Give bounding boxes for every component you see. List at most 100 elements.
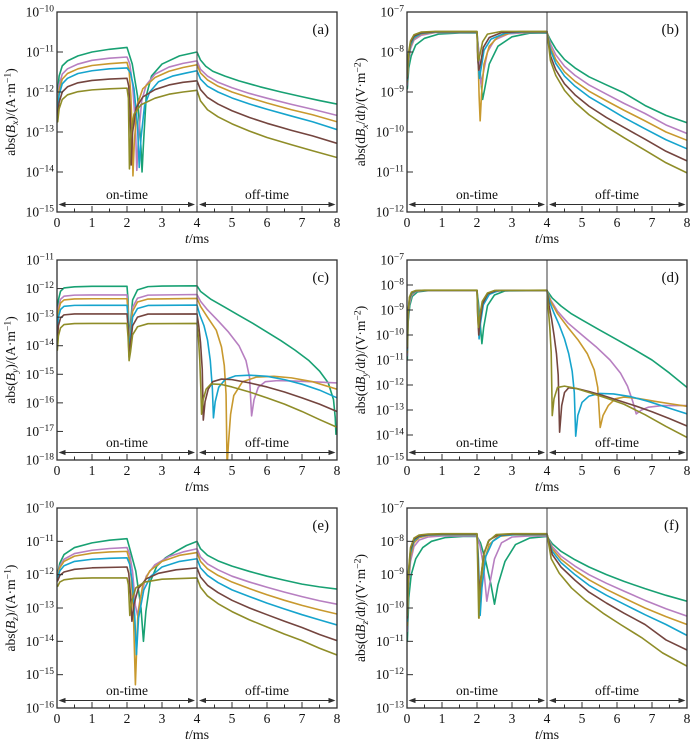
x-axis-title: t/ms	[535, 480, 559, 495]
y-tick-label: 10−7	[380, 253, 404, 268]
series-line-olive	[407, 532, 687, 667]
y-tick-label: 10−14	[26, 338, 55, 353]
y-tick-label: 10−10	[26, 5, 55, 20]
series-line-olive	[57, 577, 337, 656]
y-axis: 10−7 10−8 10−9 10−10 10−11 10−12 10−13 10−14 10−…	[376, 253, 413, 468]
y-tick-label: 10−13	[26, 601, 55, 616]
x-tick-label: 0	[404, 215, 411, 230]
series-line-gold	[57, 61, 337, 177]
x-tick-label: 8	[684, 215, 691, 230]
series-lines	[57, 537, 337, 686]
x-tick-label: 8	[334, 711, 341, 726]
series-lines	[57, 46, 337, 177]
x-tick-label: 3	[509, 463, 516, 478]
y-axis-title: abs(dBy/dt)/(V·m−2)	[353, 306, 372, 414]
y-tick-label: 10−15	[26, 367, 55, 382]
x-axis-title: t/ms	[185, 232, 209, 247]
x-tick-label: 2	[474, 463, 481, 478]
off-time-label: off-time	[595, 187, 639, 202]
x-tick-label: 2	[474, 215, 481, 230]
series-line-gold	[57, 297, 337, 460]
series-lines	[407, 532, 687, 667]
on-time-arrow	[58, 697, 195, 704]
x-tick-label: 7	[649, 711, 656, 726]
x-tick-label: 3	[159, 711, 166, 726]
series-line-purple	[57, 56, 337, 172]
x-tick-label: 6	[614, 463, 621, 478]
y-tick-label: 10−17	[26, 424, 55, 439]
off-time-label: off-time	[595, 683, 639, 698]
on-time-arrow	[58, 201, 195, 208]
x-tick-label: 6	[264, 463, 271, 478]
panel-c: 0 1 2 3 4 5 6 7 8 10−11 10−12 10−13 10−14 10−15 10−16 1…	[0, 248, 350, 496]
x-tick-label: 7	[299, 711, 306, 726]
series-lines	[407, 289, 687, 439]
x-tick-label: 5	[229, 215, 236, 230]
y-tick-label: 10−13	[26, 310, 55, 325]
x-tick-label: 6	[614, 215, 621, 230]
x-tick-label: 4	[194, 215, 201, 230]
panel-e: 0 1 2 3 4 5 6 7 8 10−10 10−11 10−12 10−13 10−14 10−15 1…	[0, 496, 350, 745]
on-time-label: on-time	[106, 187, 148, 202]
x-tick-label: 6	[614, 711, 621, 726]
series-line-olive	[57, 322, 337, 429]
series-line-gold	[57, 550, 337, 686]
y-tick-label: 10−10	[26, 501, 55, 516]
series-line-cyan	[57, 304, 337, 419]
x-tick-label: 0	[404, 711, 411, 726]
series-line-purple	[57, 546, 337, 617]
y-tick-label: 10−10	[376, 328, 405, 343]
series-line-brown	[57, 566, 337, 642]
series-line-olive	[57, 87, 337, 170]
y-tick-label: 10−11	[26, 253, 54, 268]
y-axis-title: abs(By)/(A·m−1)	[3, 316, 22, 403]
x-tick-label: 4	[194, 463, 201, 478]
on-time-label: on-time	[106, 435, 148, 450]
x-tick-label: 0	[54, 711, 61, 726]
x-tick-label: 4	[544, 463, 551, 478]
series-line-brown	[57, 77, 337, 166]
series-line-green	[407, 32, 687, 124]
x-tick-label: 5	[579, 711, 586, 726]
series-line-cyan	[57, 67, 337, 169]
x-tick-label: 3	[159, 463, 166, 478]
y-tick-label: 10−9	[380, 85, 404, 100]
y-tick-label: 10−12	[26, 567, 55, 582]
y-tick-label: 10−8	[380, 45, 404, 60]
off-time-label: off-time	[245, 683, 289, 698]
y-tick-label: 10−10	[376, 125, 405, 140]
off-time-label: off-time	[595, 435, 639, 450]
panel-tag: (b)	[662, 22, 680, 38]
x-tick-label: 3	[159, 215, 166, 230]
x-axis: 0 1 2 3 4 5 6 7 8	[404, 206, 691, 230]
on-time-arrow	[408, 201, 545, 208]
panel-a: 0 1 2 3 4 5 6 7 8 10−10 10−11 10−12 10−13 10−14 10−15 o…	[0, 0, 350, 248]
y-tick-label: 10−11	[376, 165, 404, 180]
y-tick-label: 10−10	[376, 601, 405, 616]
panel-b: 0 1 2 3 4 5 6 7 8 10−7 10−8 10−9 10−10 10−11 10−12 on-t…	[350, 0, 700, 248]
x-tick-label: 3	[509, 215, 516, 230]
series-line-green	[57, 285, 337, 435]
y-axis-title: abs(dBx/dt)/(V·m−2)	[353, 58, 372, 166]
x-axis-title: t/ms	[535, 728, 559, 743]
x-tick-label: 2	[124, 711, 131, 726]
x-tick-label: 4	[194, 711, 201, 726]
off-time-label: off-time	[245, 435, 289, 450]
y-tick-label: 10−9	[380, 303, 404, 318]
y-tick-label: 10−12	[376, 378, 405, 393]
panel-e-chart: 0 1 2 3 4 5 6 7 8 10−10 10−11 10−12 10−13 10−14 10−15 1…	[3, 501, 341, 744]
off-time-arrow	[549, 201, 686, 208]
y-tick-label: 10−16	[26, 395, 55, 410]
y-axis-title: abs(Bx)/(A·m−1)	[3, 68, 22, 155]
panel-f-chart: 0 1 2 3 4 5 6 7 8 10−7 10−8 10−9 10−10 10−11 10−12 10−1…	[353, 501, 691, 744]
series-line-green	[57, 46, 337, 173]
y-axis-title: abs(dBz/dt)/(V·m−2)	[353, 554, 372, 662]
x-tick-label: 1	[89, 463, 96, 478]
x-tick-label: 2	[124, 463, 131, 478]
x-tick-label: 1	[439, 711, 446, 726]
series-line-brown	[57, 313, 337, 421]
panel-d: 0 1 2 3 4 5 6 7 8 10−7 10−8 10−9 10−10 10−11 10−12 10−1…	[350, 248, 700, 496]
x-axis: 0 1 2 3 4 5 6 7 8	[404, 702, 691, 726]
x-axis: 0 1 2 3 4 5 6 7 8	[404, 454, 691, 478]
on-time-label: on-time	[106, 683, 148, 698]
